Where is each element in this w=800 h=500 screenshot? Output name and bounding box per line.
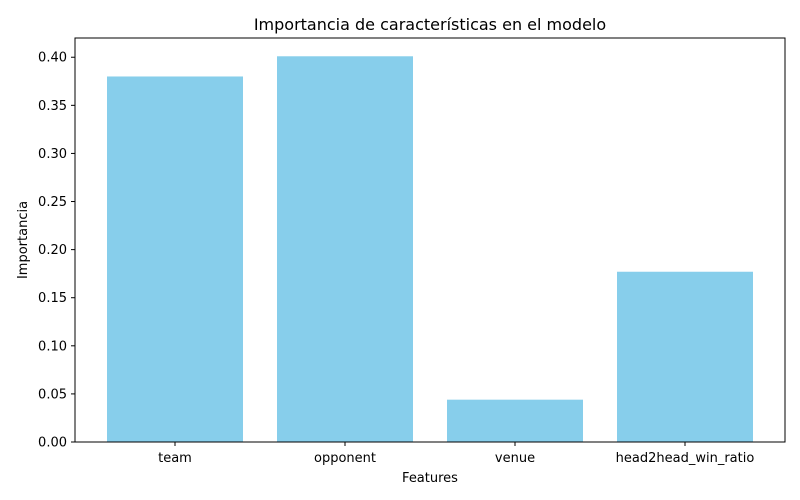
x-axis: team opponent venue head2head_win_ratio [158,442,754,466]
y-tick-label: 0.35 [38,99,67,114]
x-tick-label: opponent [314,451,376,466]
y-axis: 0.00 0.05 0.10 0.15 0.20 0.25 0.30 0.35 0.40 [38,51,75,451]
bar-head2head_win_ratio [617,271,753,442]
bar-opponent [277,56,413,443]
x-axis-label: Features [402,471,458,486]
y-tick-label: 0.10 [38,339,67,354]
x-tick-label: head2head_win_ratio [616,451,755,466]
plot-area-frame [74,37,786,443]
y-tick-label: 0.25 [38,195,67,210]
y-tick-label: 0.05 [38,387,67,402]
y-tick-label: 0.20 [38,243,67,258]
y-tick-label: 0.30 [38,147,67,162]
y-axis-label: Importancia [16,201,31,279]
x-tick-label: team [158,451,192,466]
bars-layer [107,56,753,443]
x-tick-label: venue [495,451,535,466]
chart-title: Importancia de características en el mod… [254,15,606,34]
bar-venue [447,399,583,442]
y-tick-label: 0.15 [38,291,67,306]
bar-team [107,76,243,442]
y-tick-label: 0.40 [38,51,67,66]
y-tick-label: 0.00 [38,436,67,451]
